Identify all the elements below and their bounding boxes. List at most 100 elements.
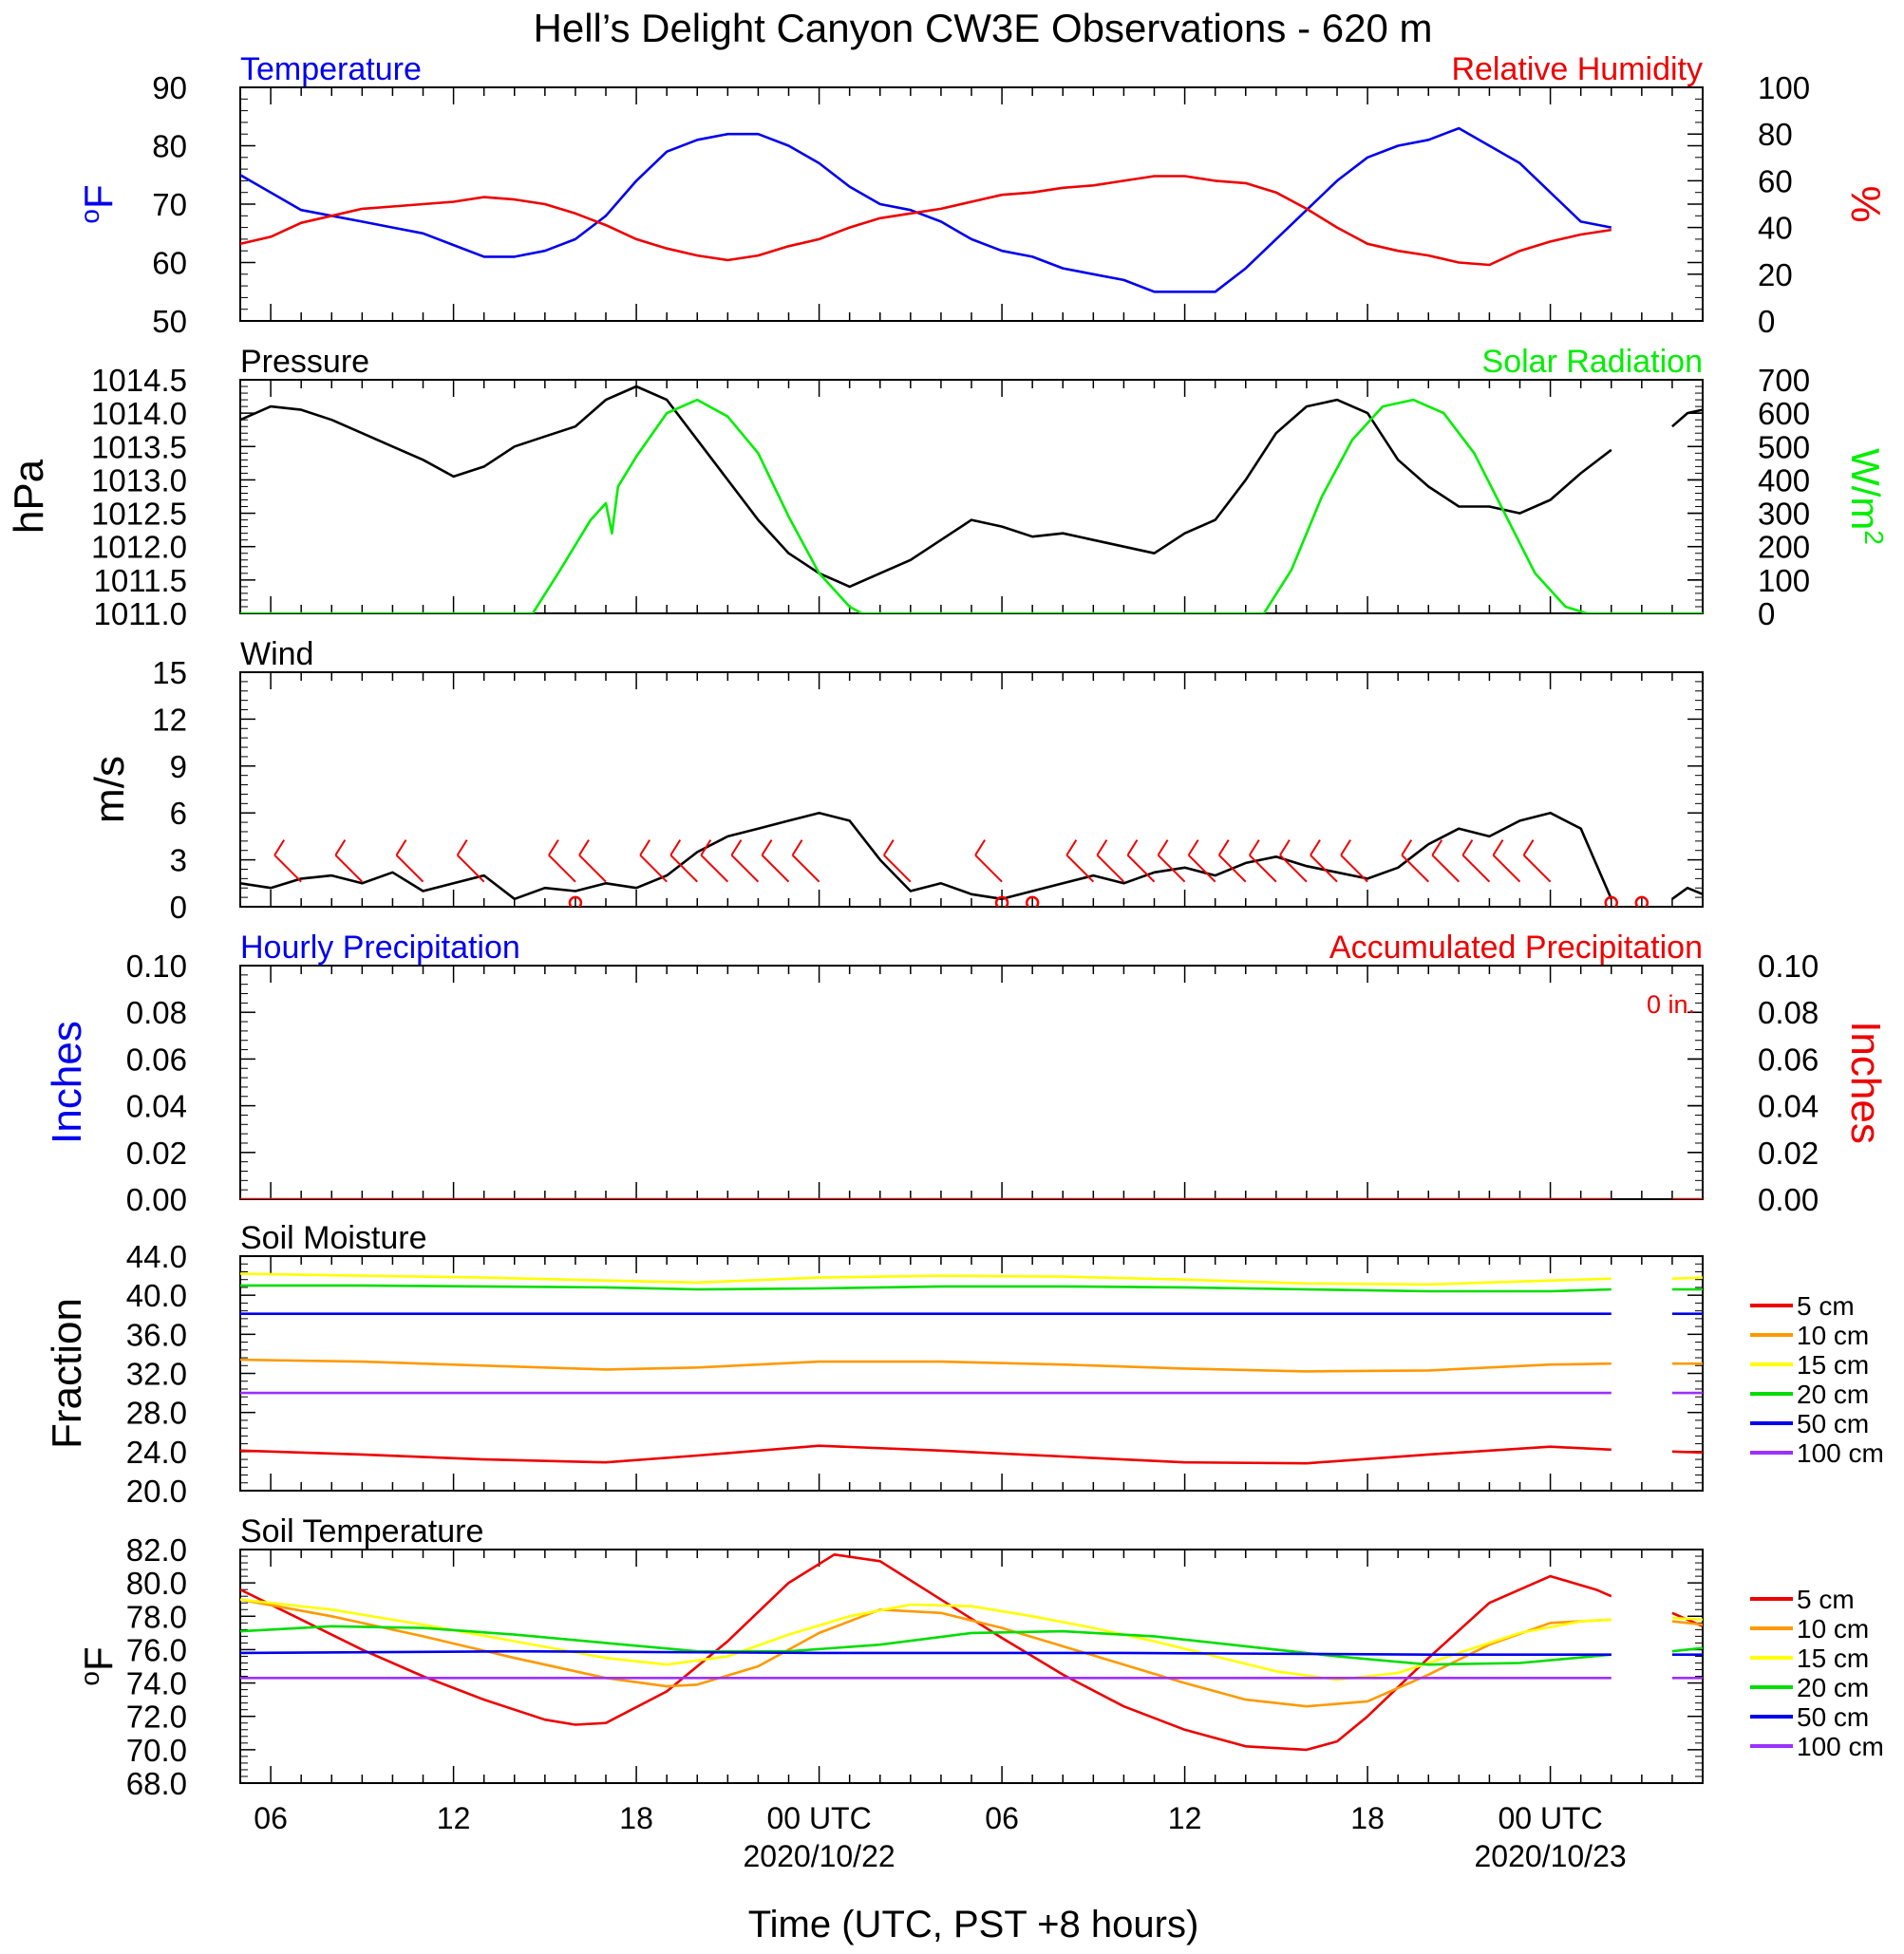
- wind-barb: [1217, 839, 1247, 883]
- wind-barb-staff: [974, 854, 1003, 883]
- y-tick-label: 6: [170, 796, 187, 831]
- panel-label-right: Relative Humidity: [1451, 51, 1703, 87]
- legend-entry: 15 cm: [1797, 1644, 1869, 1673]
- panel-soil-moisture: 44.0 40.0 36.0 32.0 28.0 24.0 20.0 Soil Moistur…: [44, 1220, 1884, 1509]
- series-line-15-cm: [1671, 1616, 1703, 1622]
- wind-barb: [1492, 839, 1521, 883]
- x-date-label: 2020/10/23: [1475, 1839, 1627, 1873]
- y-tick-label-right: 0.10: [1758, 949, 1819, 984]
- wind-barb: [974, 839, 1003, 883]
- wind-barb-flag: [334, 839, 347, 856]
- wind-barb: [1401, 839, 1429, 883]
- legend-entry: 10 cm: [1797, 1321, 1869, 1350]
- y-tick-label-right: 20: [1758, 257, 1793, 292]
- wind-barb: [1248, 839, 1277, 883]
- wind-barb-flag: [882, 839, 895, 856]
- y-tick-label-right: 0: [1758, 596, 1775, 631]
- y-tick-label: 9: [170, 749, 187, 784]
- series-line-20-cm: [1671, 1646, 1703, 1653]
- series-line-20-cm: [240, 1625, 1612, 1666]
- wind-barb-staff: [791, 854, 820, 883]
- wind-barb-flag: [700, 839, 712, 856]
- wind-barb-flag: [1492, 839, 1504, 856]
- series-line-wind: [240, 811, 1612, 901]
- y-tick-label-right: 0.08: [1758, 995, 1819, 1030]
- wind-barb: [700, 839, 729, 883]
- wind-barb: [1187, 839, 1216, 883]
- wind-barb-flag: [791, 839, 803, 856]
- wind-barb: [730, 839, 760, 883]
- wind-barb: [273, 839, 302, 883]
- y-tick-label: 1012.0: [91, 530, 187, 565]
- panel-label-left: Pressure: [240, 344, 369, 380]
- plot-frame: [239, 379, 1704, 614]
- series-group: [240, 811, 1703, 907]
- legend-entry: 100 cm: [1797, 1732, 1884, 1761]
- y-tick-label-right: 0.06: [1758, 1042, 1819, 1077]
- y-axis-title-right: Inches: [1842, 1021, 1889, 1144]
- x-date-label: 2020/10/22: [744, 1839, 895, 1873]
- wind-barb-staff: [1340, 854, 1368, 883]
- wind-barb: [639, 839, 668, 883]
- x-tick-label: 12: [1168, 1801, 1202, 1835]
- wind-barb-staff: [1157, 854, 1186, 883]
- y-tick-label: 74.0: [126, 1666, 187, 1701]
- series-line-temperature: [240, 126, 1612, 293]
- y-tick-label: 3: [170, 843, 187, 878]
- wind-barb-staff: [1401, 854, 1429, 883]
- y-tick-label-right: 0.00: [1758, 1182, 1819, 1217]
- series-group: [240, 385, 1703, 613]
- series-line-10-cm: [240, 1358, 1612, 1373]
- series-line-pressure: [240, 385, 1612, 589]
- x-tick-label: 12: [437, 1801, 471, 1835]
- y-tick-label: 70: [152, 187, 187, 222]
- plot-frame: [239, 1549, 1704, 1784]
- series-line-15-cm: [240, 1598, 1612, 1682]
- y-tick-label: 78.0: [126, 1599, 187, 1634]
- legend-entry: 50 cm: [1797, 1409, 1869, 1438]
- wind-barb: [882, 839, 912, 883]
- series-line-10-cm: [1671, 1620, 1703, 1626]
- y-tick-label: 50: [152, 304, 187, 339]
- y-tick-label: 1014.5: [91, 363, 187, 398]
- y-tick-label: 40.0: [126, 1278, 187, 1313]
- y-tick-label: 1011.0: [94, 596, 187, 631]
- chart-title: Hell’s Delight Canyon CW3E Observations …: [534, 6, 1433, 50]
- y-tick-label: 15: [152, 655, 187, 690]
- y-tick-label-right: 40: [1758, 211, 1793, 246]
- wind-barb-flag: [974, 839, 986, 856]
- y-tick-label: 1014.0: [91, 396, 187, 431]
- y-tick-label: 0.10: [126, 949, 187, 984]
- wind-barb-staff: [700, 854, 729, 883]
- wind-barb-flag: [1310, 839, 1321, 856]
- panel-label-left: Soil Moisture: [240, 1220, 427, 1256]
- wind-barb-staff: [1065, 854, 1095, 883]
- panel-pressure-solar: 1014.51014.01013.51013.01012.51012.01011…: [6, 344, 1889, 631]
- wind-barb-flag: [1401, 839, 1413, 856]
- y-tick-label: 68.0: [126, 1766, 187, 1801]
- wind-barb-staff: [639, 854, 668, 883]
- y-tick-label-right: 300: [1758, 497, 1810, 532]
- wind-barb: [669, 839, 698, 883]
- y-axis-title-left: Fraction: [44, 1298, 90, 1449]
- y-tick-label: 70.0: [126, 1733, 187, 1768]
- wind-barb: [1310, 839, 1338, 883]
- wind-barb-flag: [1096, 839, 1108, 856]
- y-tick-label-right: 700: [1758, 363, 1810, 398]
- y-axis-title-left: hPa: [6, 459, 52, 534]
- wind-barb-staff: [1522, 854, 1552, 883]
- y-tick-label-right: 80: [1758, 117, 1793, 152]
- y-tick-label: 0.06: [126, 1042, 187, 1077]
- wind-barb: [1431, 839, 1461, 883]
- wind-barb-flag: [1157, 839, 1169, 856]
- y-axis-title-left: m/s: [86, 756, 133, 823]
- y-tick-label: 0.00: [126, 1182, 187, 1217]
- wind-barb: [1126, 839, 1156, 883]
- wind-barb-flag: [1431, 839, 1443, 856]
- x-tick-label: 00 UTC: [1498, 1801, 1602, 1835]
- y-tick-label-right: 0: [1758, 304, 1775, 339]
- legend-entry: 100 cm: [1797, 1438, 1884, 1468]
- legend-entry: 5 cm: [1797, 1585, 1855, 1614]
